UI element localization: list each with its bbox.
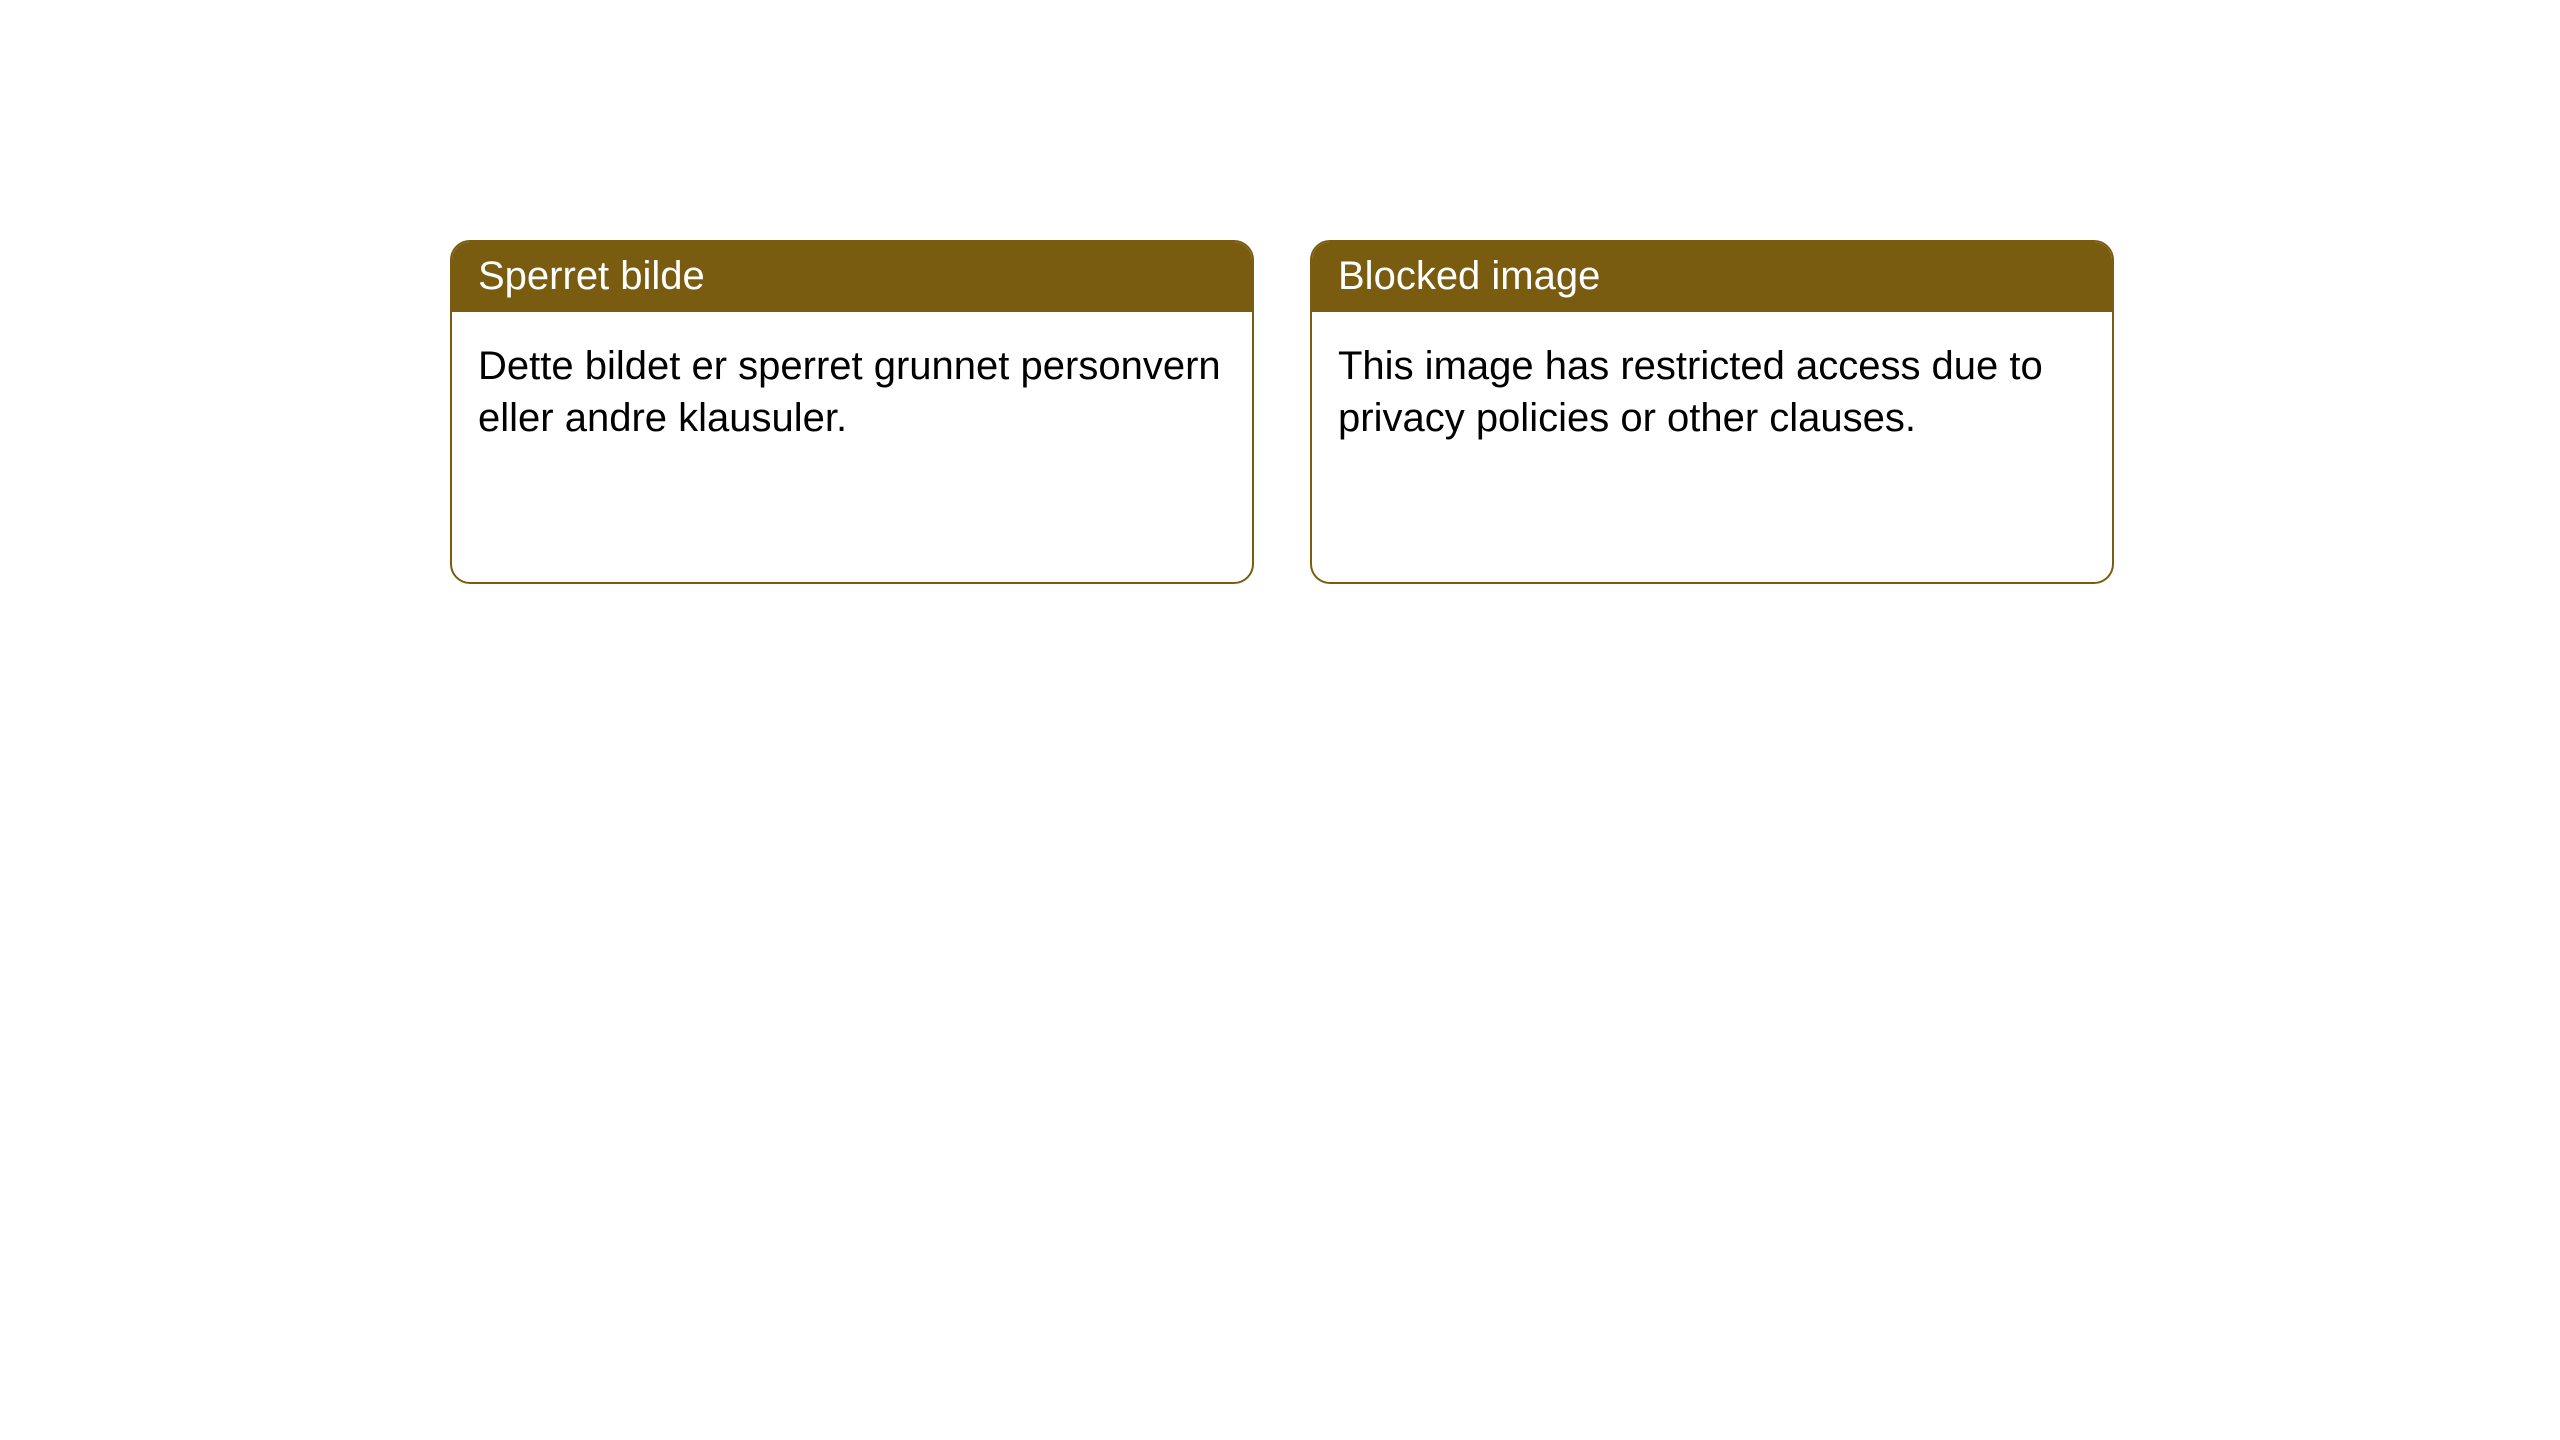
notice-header: Blocked image xyxy=(1312,242,2112,312)
notice-card-norwegian: Sperret bilde Dette bildet er sperret gr… xyxy=(450,240,1254,584)
notice-body: This image has restricted access due to … xyxy=(1312,312,2112,582)
notice-card-english: Blocked image This image has restricted … xyxy=(1310,240,2114,584)
notice-body: Dette bildet er sperret grunnet personve… xyxy=(452,312,1252,582)
notice-header: Sperret bilde xyxy=(452,242,1252,312)
notice-container: Sperret bilde Dette bildet er sperret gr… xyxy=(0,0,2560,584)
